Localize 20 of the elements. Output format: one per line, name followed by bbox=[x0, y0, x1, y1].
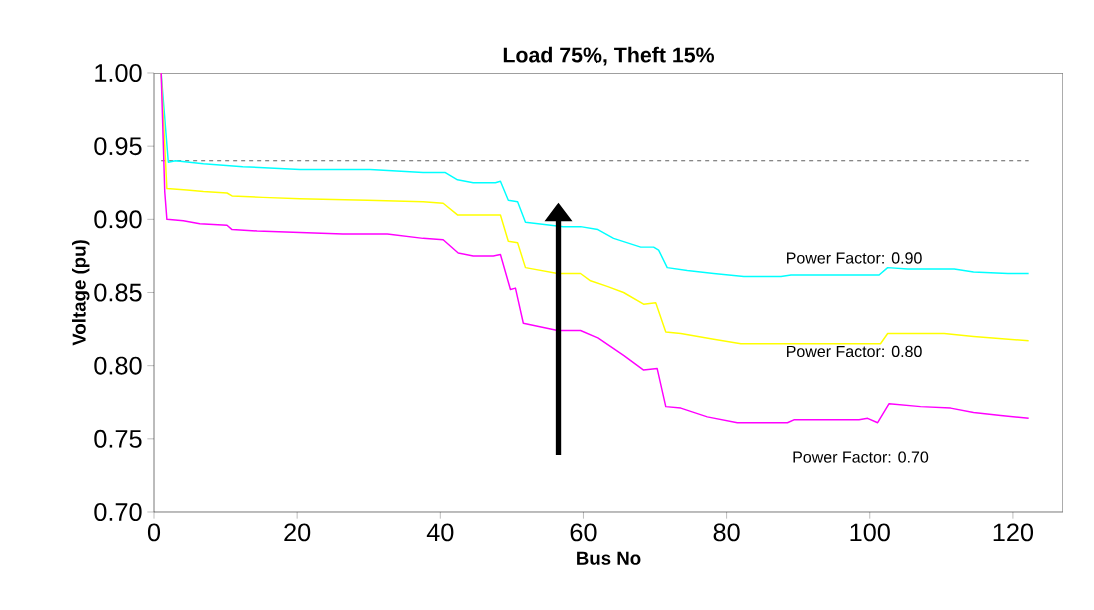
y-tick-label: 1.00 bbox=[95, 64, 142, 82]
x-tick-label: 100 bbox=[850, 523, 890, 542]
x-tick-label: 0 bbox=[147, 523, 161, 542]
x-tick-label: 20 bbox=[284, 523, 311, 542]
series-label: Power Factor: 0.90 bbox=[787, 252, 922, 264]
y-tick-label: 0.85 bbox=[94, 283, 142, 302]
x-tick-label: 40 bbox=[426, 523, 454, 542]
x-axis-title: Bus No bbox=[577, 551, 641, 565]
x-tick-label: 120 bbox=[993, 523, 1034, 542]
x-tick-label: 80 bbox=[713, 523, 740, 542]
y-tick-label: 0.80 bbox=[94, 356, 142, 375]
y-axis-title: Voltage (pu) bbox=[72, 240, 90, 346]
series-label: Power Factor: 0.80 bbox=[787, 345, 922, 358]
y-tick-label: 0.95 bbox=[94, 137, 142, 156]
series-label: Power Factor: 0.70 bbox=[793, 451, 929, 463]
chart-title: Load 75%, Theft 15% bbox=[503, 46, 715, 66]
x-tick-label: 60 bbox=[570, 523, 597, 542]
y-tick-label: 0.70 bbox=[94, 503, 142, 521]
y-tick-label: 0.75 bbox=[94, 429, 142, 448]
y-tick-label: 0.90 bbox=[94, 210, 142, 229]
